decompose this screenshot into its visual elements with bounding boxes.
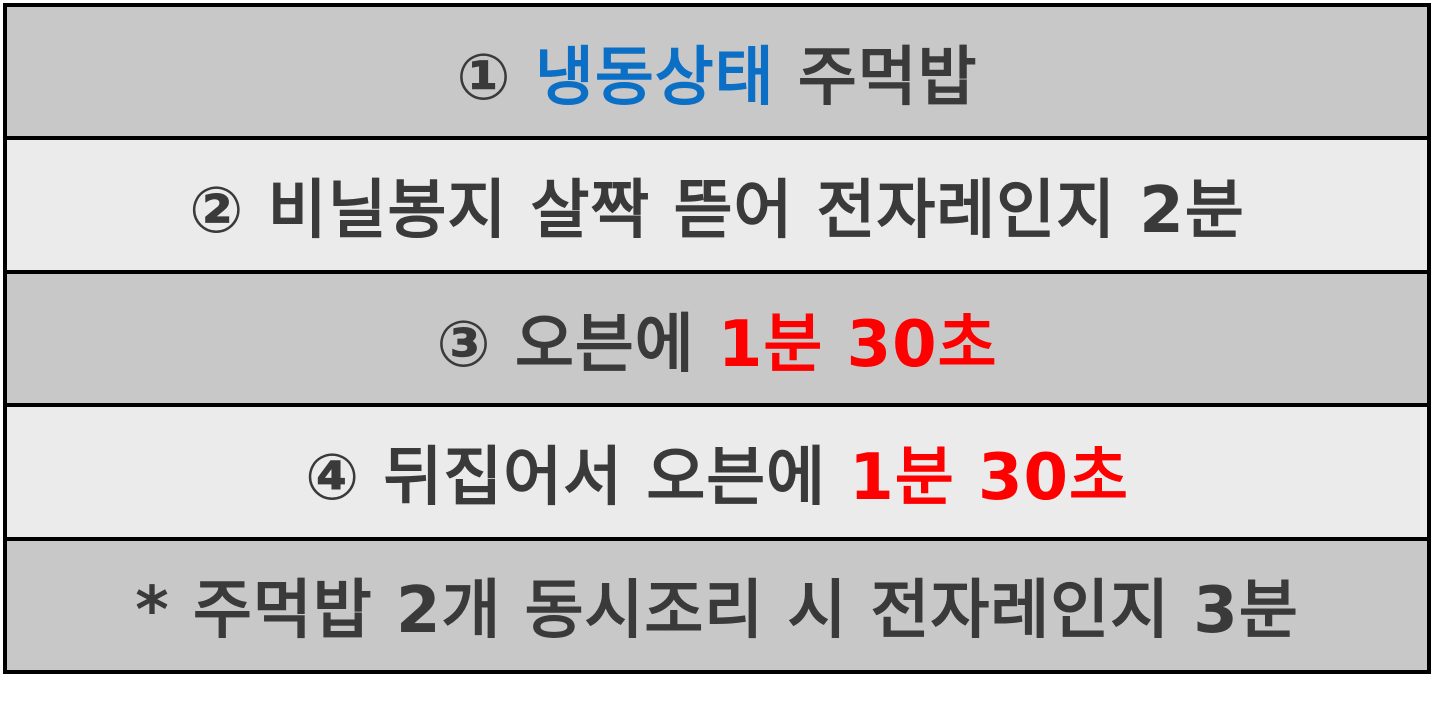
step-text: ① 냉동상태 주먹밥 bbox=[457, 26, 978, 118]
step-row-1: ① 냉동상태 주먹밥 bbox=[7, 7, 1427, 141]
step-prefix: ④ 뒤집어서 오븐에 bbox=[305, 440, 850, 515]
instruction-table: ① 냉동상태 주먹밥 ② 비닐봉지 살짝 뜯어 전자레인지 2분 ③ 오븐에 1… bbox=[3, 3, 1431, 674]
step-highlight-time: 1분 30초 bbox=[849, 440, 1129, 515]
note-text: * 주먹밥 2개 동시조리 시 전자레인지 3분 bbox=[135, 559, 1298, 651]
step-prefix: ① bbox=[456, 40, 535, 115]
step-text: ② 비닐봉지 살짝 뜯어 전자레인지 2분 bbox=[189, 159, 1244, 251]
step-text: ③ 오븐에 1분 30초 bbox=[436, 293, 997, 385]
step-highlight-frozen: 냉동상태 bbox=[535, 40, 775, 115]
step-suffix: 주먹밥 bbox=[774, 40, 978, 115]
step-prefix: ③ 오븐에 bbox=[436, 307, 718, 382]
step-prefix: ② 비닐봉지 살짝 뜯어 전자레인지 2분 bbox=[189, 174, 1245, 249]
step-text: ④ 뒤집어서 오븐에 1분 30초 bbox=[305, 426, 1129, 518]
step-row-3: ③ 오븐에 1분 30초 bbox=[7, 273, 1427, 408]
step-row-2: ② 비닐봉지 살짝 뜯어 전자레인지 2분 bbox=[7, 140, 1427, 274]
note-content: * 주먹밥 2개 동시조리 시 전자레인지 3분 bbox=[135, 574, 1299, 649]
note-row: * 주먹밥 2개 동시조리 시 전자레인지 3분 bbox=[7, 540, 1427, 671]
step-highlight-time: 1분 30초 bbox=[717, 307, 998, 382]
step-row-4: ④ 뒤집어서 오븐에 1분 30초 bbox=[7, 407, 1427, 541]
